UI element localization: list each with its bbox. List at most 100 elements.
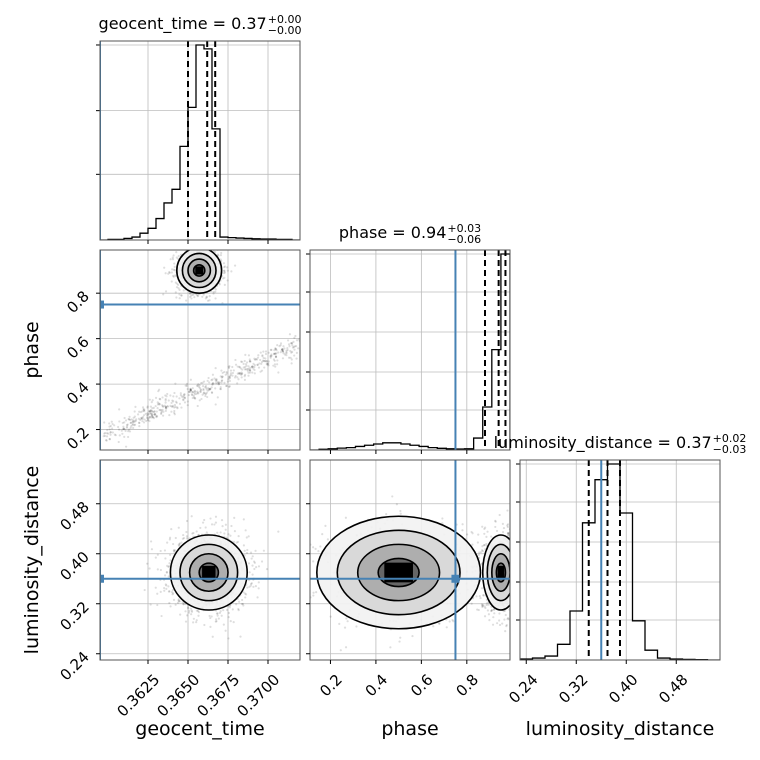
sample-point: [208, 244, 210, 246]
sample-point: [160, 412, 163, 416]
sample-point: [517, 586, 519, 588]
truth-marker: [451, 574, 460, 583]
sample-point: [160, 411, 163, 415]
sample-point: [121, 421, 124, 425]
sample-point: [478, 551, 481, 554]
sample-point: [196, 295, 199, 298]
sample-point: [245, 536, 248, 539]
sample-point: [121, 432, 124, 435]
sample-point: [127, 417, 130, 421]
sample-point: [202, 388, 205, 392]
sample-point: [517, 623, 519, 625]
sample-point: [201, 381, 204, 384]
sample-point: [186, 606, 190, 609]
title-lower-error: −0.03: [713, 443, 747, 456]
sample-point: [241, 602, 245, 606]
sample-point: [274, 347, 277, 350]
panel-1-1: [310, 250, 510, 450]
sample-point: [226, 266, 229, 269]
sample-point: [199, 389, 203, 392]
sample-point: [512, 567, 514, 569]
sample-point: [229, 369, 233, 372]
sample-point: [223, 532, 226, 535]
sample-point: [494, 520, 497, 523]
panel-2-0: [100, 460, 300, 660]
sample-point: [214, 382, 217, 385]
sample-point: [205, 242, 207, 244]
sample-point: [513, 559, 515, 561]
sample-point: [398, 640, 401, 643]
sample-point: [168, 590, 171, 593]
sample-point: [514, 596, 516, 598]
sample-point: [493, 612, 496, 615]
sample-point: [156, 553, 159, 556]
sample-point: [288, 333, 292, 336]
sample-point: [191, 390, 194, 394]
sample-point: [511, 572, 513, 574]
sample-point: [214, 387, 217, 390]
sample-point: [257, 354, 260, 357]
sample-point: [207, 387, 210, 390]
sample-point: [163, 549, 167, 552]
sample-point: [123, 421, 126, 424]
sample-point: [157, 390, 160, 393]
sample-point: [208, 299, 211, 302]
sample-point: [174, 405, 177, 408]
sample-point: [226, 380, 229, 383]
sample-point: [190, 297, 193, 300]
sample-point: [297, 347, 300, 350]
sample-point: [270, 354, 273, 357]
sample-point: [170, 410, 173, 413]
sample-point: [171, 404, 175, 408]
sample-point: [109, 424, 112, 428]
sample-point: [194, 390, 197, 393]
sample-point: [227, 533, 230, 536]
sample-point: [154, 413, 157, 416]
sample-point: [515, 599, 517, 601]
sample-point: [191, 393, 194, 397]
sample-point: [193, 393, 196, 396]
sample-point: [168, 271, 171, 274]
sample-point: [145, 414, 149, 417]
sample-point: [181, 601, 184, 604]
sample-point: [514, 569, 516, 571]
sample-point: [451, 618, 454, 622]
sample-point: [202, 380, 206, 383]
sample-point: [266, 363, 269, 366]
sample-point: [213, 523, 216, 526]
sample-point: [512, 590, 514, 592]
sample-point: [171, 593, 174, 596]
sample-point: [126, 423, 129, 426]
sample-point: [182, 603, 185, 606]
sample-point: [205, 296, 209, 299]
sample-point: [248, 368, 251, 372]
sample-point: [265, 568, 269, 571]
sample-point: [243, 359, 246, 363]
sample-point: [125, 423, 129, 427]
sample-point: [177, 526, 180, 529]
sample-point: [175, 395, 178, 398]
sample-point: [224, 373, 227, 376]
sample-point: [148, 419, 151, 423]
sample-point: [168, 538, 171, 541]
sample-point: [227, 637, 230, 640]
sample-point: [173, 550, 176, 553]
sample-point: [132, 416, 135, 419]
sample-point: [248, 571, 251, 574]
sample-point: [242, 544, 245, 547]
sample-point: [242, 591, 245, 594]
sample-point: [210, 386, 213, 389]
sample-point: [241, 368, 244, 371]
sample-point: [140, 417, 143, 421]
panel-frame: [519, 459, 721, 661]
sample-point: [248, 585, 251, 588]
sample-point: [189, 389, 192, 392]
title-phase: phase = 0.94 +0.03−0.06: [339, 222, 481, 246]
sample-point: [292, 345, 295, 349]
sample-point: [512, 546, 514, 548]
sample-point: [514, 559, 516, 561]
sample-point: [240, 372, 243, 376]
sample-point: [156, 401, 159, 404]
sample-point: [133, 419, 136, 422]
sample-point: [171, 258, 175, 261]
